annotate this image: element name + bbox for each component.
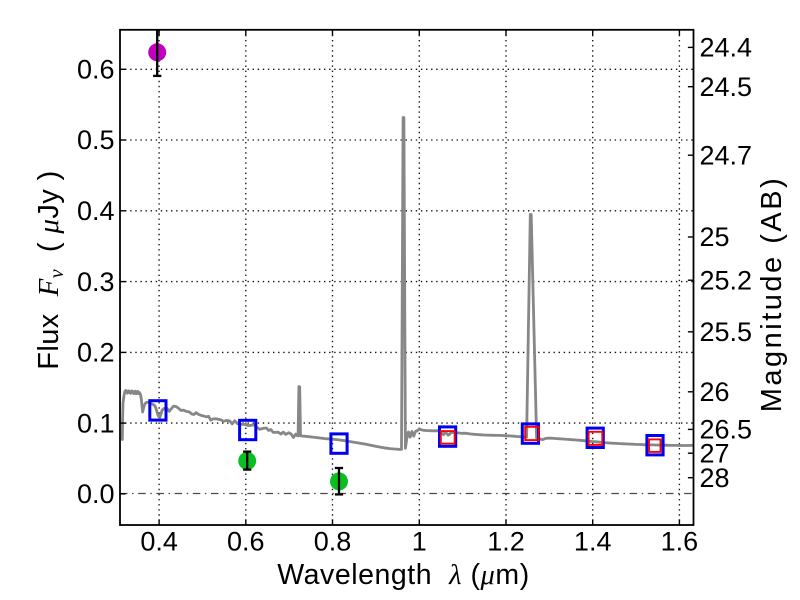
svg-text:24.5: 24.5	[700, 72, 753, 102]
svg-text:0.3: 0.3	[77, 267, 115, 297]
svg-text:1.2: 1.2	[487, 527, 525, 557]
svg-text:0.0: 0.0	[77, 479, 115, 509]
svg-text:Flux Fν ( μJy ): Flux Fν ( μJy )	[33, 170, 68, 369]
svg-text:0.6: 0.6	[227, 527, 265, 557]
svg-text:1.4: 1.4	[574, 527, 612, 557]
svg-text:25.5: 25.5	[700, 317, 753, 347]
svg-text:25: 25	[700, 222, 730, 252]
svg-text:0.4: 0.4	[140, 527, 178, 557]
svg-text:25.2: 25.2	[700, 265, 753, 295]
svg-text:27: 27	[700, 438, 730, 468]
svg-text:26: 26	[700, 377, 730, 407]
svg-text:1.6: 1.6	[661, 527, 699, 557]
svg-text:28: 28	[700, 463, 730, 493]
svg-text:0.2: 0.2	[77, 338, 115, 368]
svg-text:26.5: 26.5	[700, 415, 753, 445]
svg-text:Wavelength λ (μm): Wavelength λ (μm)	[277, 559, 530, 591]
svg-text:24.7: 24.7	[700, 140, 753, 170]
svg-text:Magnitude (AB): Magnitude (AB)	[756, 176, 788, 413]
svg-text:0.5: 0.5	[77, 125, 115, 155]
svg-text:0.4: 0.4	[77, 196, 115, 226]
svg-text:0.1: 0.1	[77, 408, 115, 438]
svg-text:24.4: 24.4	[700, 33, 753, 63]
svg-text:0.8: 0.8	[314, 527, 352, 557]
svg-text:1: 1	[412, 527, 427, 557]
svg-text:0.6: 0.6	[77, 55, 115, 85]
